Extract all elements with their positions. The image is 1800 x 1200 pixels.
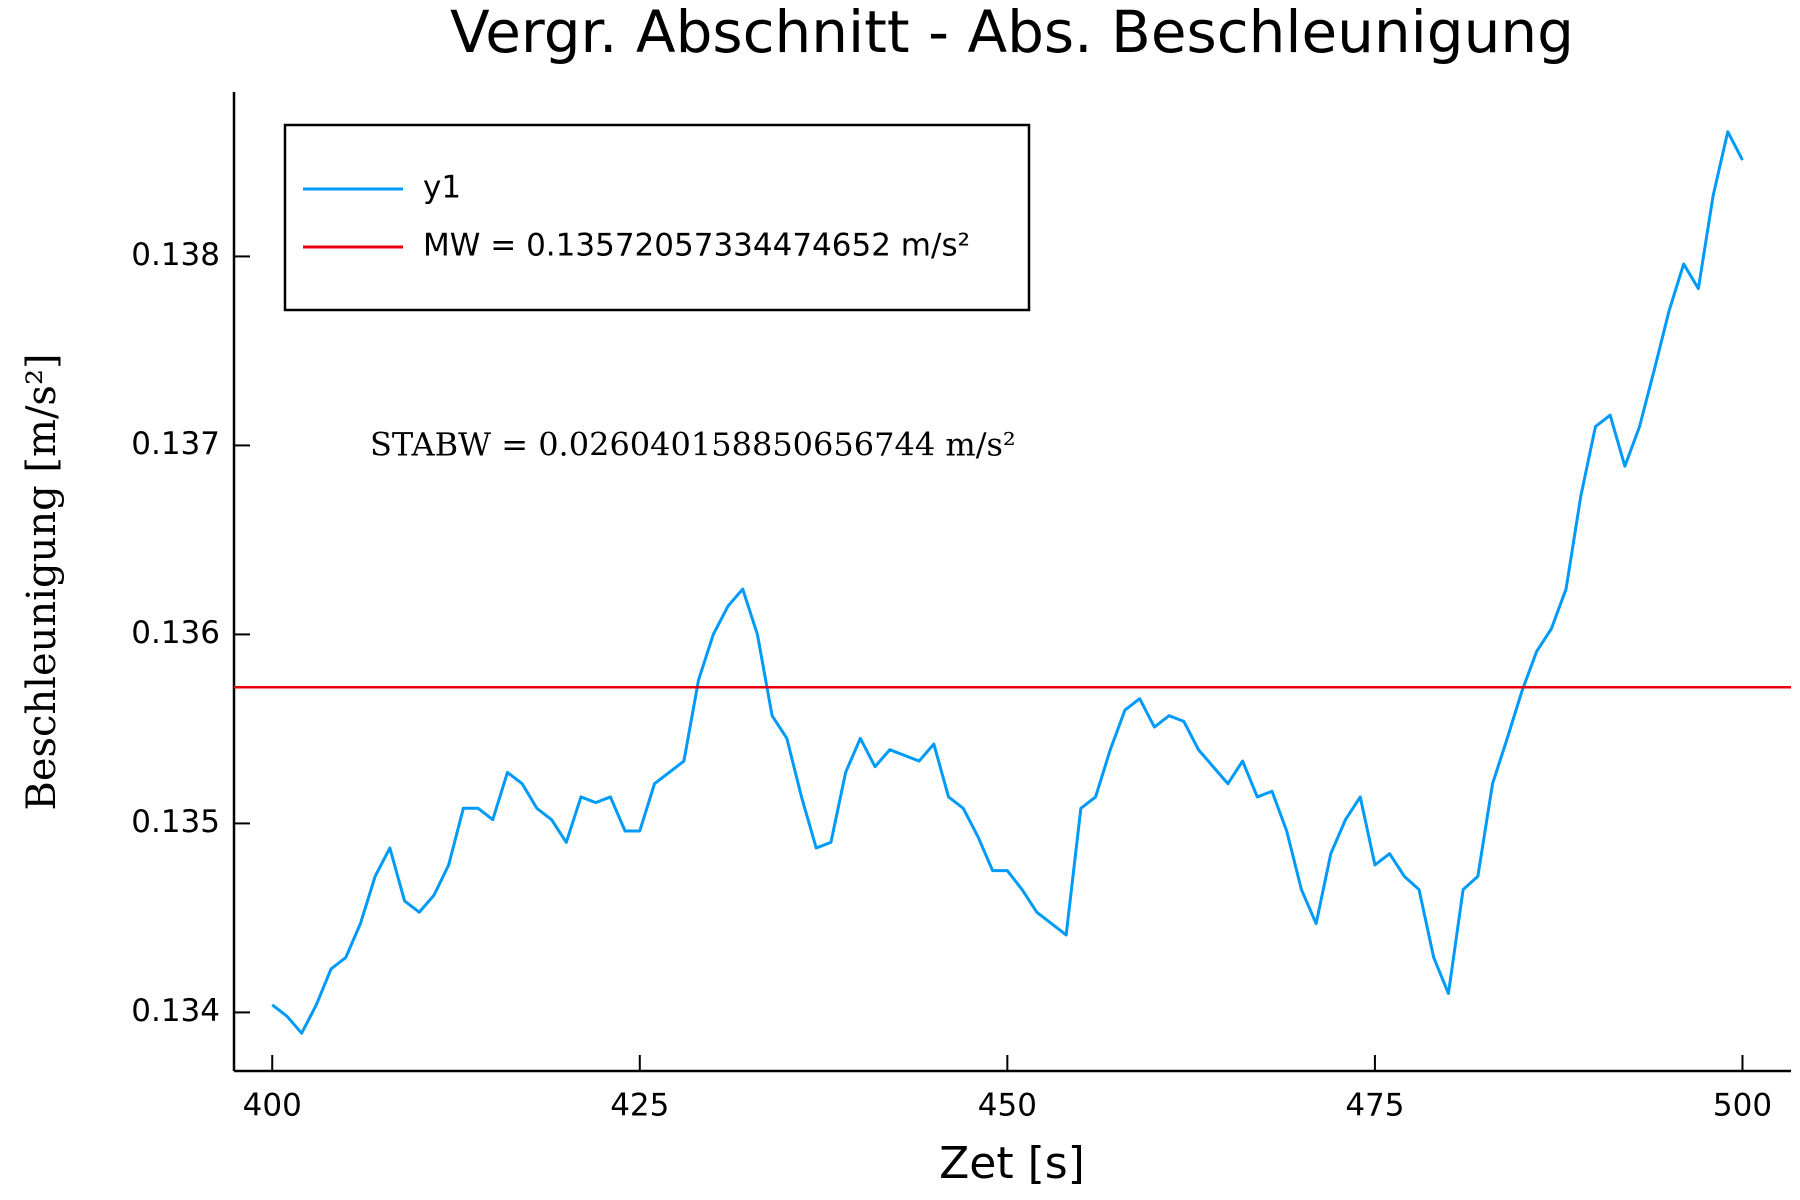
y-tick-label: 0.135 bbox=[131, 804, 220, 840]
x-tick-label: 400 bbox=[243, 1088, 302, 1124]
x-tick-label: 475 bbox=[1345, 1088, 1404, 1124]
x-tick-label: 450 bbox=[978, 1088, 1037, 1124]
y-tick-label: 0.136 bbox=[131, 615, 220, 651]
x-axis-label: Zet [s] bbox=[939, 1138, 1085, 1189]
legend-label: y1 bbox=[423, 170, 461, 206]
x-tick-label: 500 bbox=[1713, 1088, 1772, 1124]
legend-label: MW = 0.13572057334474652 m/s² bbox=[423, 228, 970, 264]
y-tick-label: 0.137 bbox=[131, 426, 220, 462]
legend-box bbox=[283, 123, 1031, 312]
data-line bbox=[271, 130, 1744, 1035]
y-tick-label: 0.138 bbox=[131, 237, 220, 273]
y-axis-label: Beschleunigung [m/s²] bbox=[19, 353, 65, 810]
chart-title: Vergr. Abschnitt - Abs. Beschleunigung bbox=[450, 0, 1574, 66]
annotation: STABW = 0.026040158850656744 m/s² bbox=[370, 426, 1016, 464]
x-tick-label: 425 bbox=[610, 1088, 669, 1124]
y-tick-label: 0.134 bbox=[131, 993, 220, 1029]
